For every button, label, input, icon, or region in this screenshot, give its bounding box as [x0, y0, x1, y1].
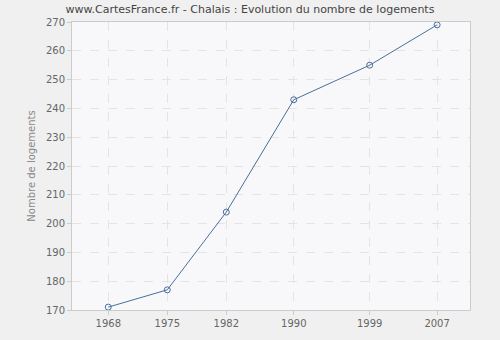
svg-text:Nombre de logements: Nombre de logements — [26, 110, 37, 221]
svg-text:210: 210 — [46, 189, 65, 200]
svg-text:190: 190 — [46, 247, 65, 258]
svg-text:2007: 2007 — [424, 318, 449, 329]
svg-text:170: 170 — [46, 305, 65, 316]
svg-text:1999: 1999 — [357, 318, 382, 329]
svg-text:www.CartesFrance.fr - Chalais: www.CartesFrance.fr - Chalais : Evolutio… — [66, 3, 435, 16]
svg-text:1968: 1968 — [96, 318, 121, 329]
svg-text:270: 270 — [46, 17, 65, 28]
svg-text:230: 230 — [46, 132, 65, 143]
svg-text:180: 180 — [46, 276, 65, 287]
svg-text:240: 240 — [46, 103, 65, 114]
svg-text:1990: 1990 — [281, 318, 306, 329]
svg-text:220: 220 — [46, 161, 65, 172]
svg-text:1982: 1982 — [214, 318, 239, 329]
svg-text:200: 200 — [46, 218, 65, 229]
svg-text:260: 260 — [46, 45, 65, 56]
svg-text:1975: 1975 — [155, 318, 180, 329]
svg-text:250: 250 — [46, 74, 65, 85]
